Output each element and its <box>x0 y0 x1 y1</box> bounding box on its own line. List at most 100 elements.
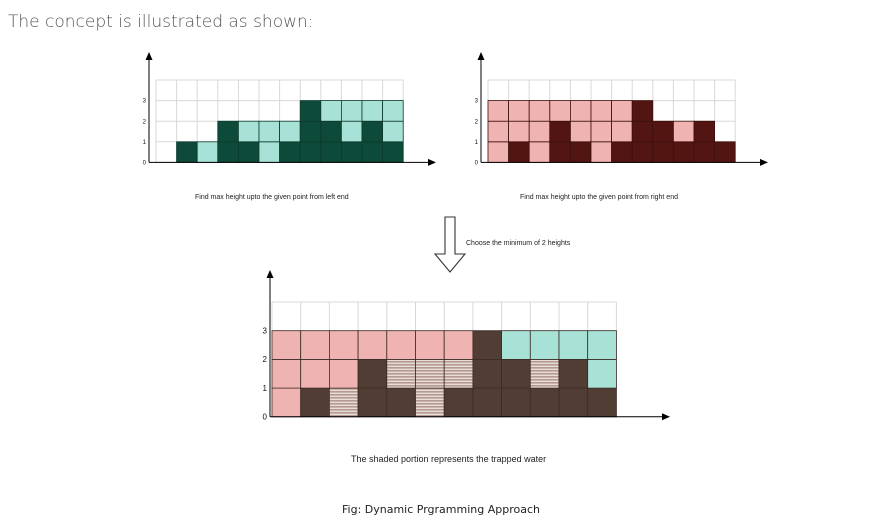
right-max-chart: 0 1 2 3 <box>475 52 768 167</box>
right-right-max-cell <box>570 100 592 122</box>
result-water-cell <box>329 387 359 418</box>
right-bar-cell <box>631 120 654 143</box>
left-max-chart: 0 1 2 3 <box>143 52 436 167</box>
result-right-max-cell <box>271 359 302 389</box>
result-water-cell <box>443 359 474 389</box>
left-chart-caption: Find max height upto the given point fro… <box>195 194 349 201</box>
left-bar-cell <box>361 120 384 143</box>
down-arrow-icon <box>433 216 467 273</box>
result-y-tick-label: 1 <box>263 384 268 393</box>
right-bar-cell <box>693 120 716 143</box>
result-water-cell <box>415 359 445 389</box>
right-right-max-cell <box>508 100 530 122</box>
result-right-max-cell <box>415 330 445 360</box>
result-bar-cell <box>529 387 560 418</box>
right-right-max-cell <box>590 120 613 143</box>
result-bar-cell <box>357 359 388 389</box>
result-left-max-cell <box>587 330 617 360</box>
right-right-max-cell <box>508 120 530 143</box>
left-left-max-cell <box>258 141 281 163</box>
right-right-max-cell <box>487 100 510 122</box>
right-bar-cell <box>570 141 592 163</box>
left-y-tick-label: 1 <box>143 140 147 146</box>
result-right-max-cell <box>300 330 330 360</box>
left-bar-cell <box>279 141 301 163</box>
left-left-max-cell <box>320 100 342 122</box>
right-chart-caption: Find max height upto the given point fro… <box>520 194 678 201</box>
left-left-max-cell <box>340 120 363 143</box>
right-bar-cell <box>549 120 571 143</box>
right-bar-cell <box>714 141 736 163</box>
right-bar-cell <box>693 141 716 163</box>
right-y-tick-label: 2 <box>475 119 479 125</box>
right-right-max-cell <box>611 100 633 122</box>
left-bar-cell <box>217 141 239 163</box>
result-right-max-cell <box>443 330 474 360</box>
right-right-max-cell <box>549 100 571 122</box>
left-left-max-cell <box>382 120 404 143</box>
right-right-max-cell <box>611 120 633 143</box>
result-right-max-cell <box>329 330 359 360</box>
result-bar-cell <box>386 387 416 418</box>
left-bar-cell <box>176 141 198 163</box>
left-y-tick-label: 3 <box>143 99 147 105</box>
result-bar-cell <box>472 387 502 418</box>
right-right-max-cell <box>570 120 592 143</box>
left-bar-cell <box>238 141 260 163</box>
result-bar-cell <box>558 359 589 389</box>
right-y-tick-label: 0 <box>475 161 479 167</box>
left-left-max-cell <box>361 100 384 122</box>
arrow-label: Choose the minimum of 2 heights <box>466 240 571 247</box>
right-bar-cell <box>611 141 633 163</box>
result-bar-cell <box>472 359 502 389</box>
result-left-max-cell <box>558 330 589 360</box>
result-bar-cell <box>472 330 502 360</box>
right-bar-cell <box>631 141 654 163</box>
trapped-water-chart: 0 1 2 3 <box>263 270 670 422</box>
result-right-max-cell <box>386 330 416 360</box>
result-right-max-cell <box>271 330 302 360</box>
figure-caption: Fig: Dynamic Prgramming Approach <box>342 503 540 516</box>
left-y-axis-arrow <box>145 52 153 60</box>
right-right-max-cell <box>528 100 551 122</box>
right-right-max-cell <box>590 141 613 163</box>
result-left-max-cell <box>529 330 560 360</box>
result-left-max-cell <box>501 330 531 360</box>
right-bar-cell <box>631 100 654 122</box>
right-right-max-cell <box>487 120 510 143</box>
result-right-max-cell <box>329 359 359 389</box>
right-right-max-cell <box>672 120 695 143</box>
left-bar-cell <box>217 120 239 143</box>
right-y-tick-label: 1 <box>475 140 479 146</box>
left-left-max-cell <box>258 120 281 143</box>
result-chart-caption: The shaded portion represents the trappe… <box>351 454 547 464</box>
result-y-tick-label: 0 <box>263 413 268 422</box>
left-bar-cell <box>320 141 342 163</box>
result-water-cell <box>529 359 560 389</box>
result-y-tick-label: 2 <box>263 355 268 364</box>
right-bar-cell <box>549 141 571 163</box>
result-right-max-cell <box>271 387 302 418</box>
result-bar-cell <box>357 387 388 418</box>
right-y-axis-arrow <box>477 52 485 60</box>
result-y-axis-arrow <box>266 270 274 278</box>
result-x-axis-arrow <box>662 413 670 421</box>
right-x-axis-arrow <box>760 158 768 166</box>
right-bar-cell <box>652 120 674 143</box>
right-bar-cell <box>508 141 530 163</box>
left-left-max-cell <box>238 120 260 143</box>
right-bar-cell <box>652 141 674 163</box>
result-bar-cell <box>501 387 531 418</box>
intro-text: The concept is illustrated as shown: <box>8 12 314 32</box>
left-x-axis-arrow <box>428 158 436 166</box>
result-bar-cell <box>300 387 330 418</box>
result-right-max-cell <box>357 330 388 360</box>
right-right-max-cell <box>528 120 551 143</box>
left-bar-cell <box>299 141 322 163</box>
left-left-max-cell <box>340 100 363 122</box>
result-water-cell <box>386 359 416 389</box>
right-right-max-cell <box>590 100 613 122</box>
result-right-max-cell <box>300 359 330 389</box>
left-left-max-cell <box>279 120 301 143</box>
left-bar-cell <box>361 141 384 163</box>
